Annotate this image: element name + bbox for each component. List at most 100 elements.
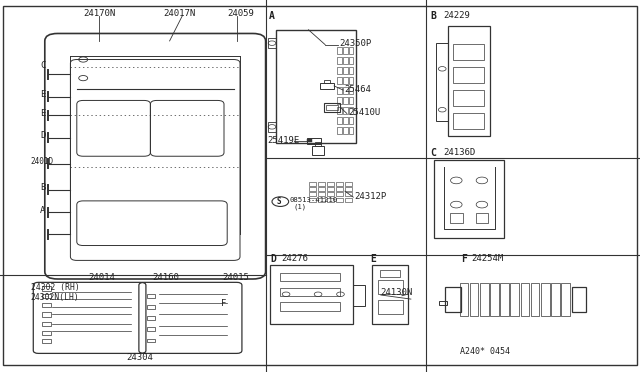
Bar	[380, 270, 400, 277]
Bar	[490, 283, 499, 316]
Bar	[434, 160, 504, 238]
Bar	[453, 44, 484, 60]
Bar	[349, 77, 353, 84]
Bar	[531, 283, 540, 316]
Bar	[318, 182, 325, 186]
Bar	[42, 286, 51, 291]
Bar	[343, 67, 348, 74]
Bar	[439, 301, 447, 305]
Bar	[147, 294, 155, 298]
Bar	[349, 107, 353, 114]
Bar	[378, 300, 403, 314]
Bar	[336, 192, 343, 196]
Bar	[268, 38, 276, 48]
Bar	[42, 303, 51, 307]
Bar	[476, 213, 488, 223]
Bar	[345, 187, 352, 191]
Text: C: C	[430, 148, 436, 157]
Bar	[337, 87, 342, 94]
Bar	[343, 77, 348, 84]
Text: C: C	[40, 61, 45, 70]
Bar	[320, 83, 334, 89]
Bar	[324, 80, 330, 83]
Bar	[276, 30, 356, 143]
Text: 24014: 24014	[88, 273, 115, 282]
Bar	[349, 57, 353, 64]
Bar	[147, 327, 155, 331]
Bar	[42, 331, 51, 335]
Text: S: S	[276, 197, 281, 206]
Bar	[343, 107, 348, 114]
Bar	[324, 103, 340, 112]
Text: 2401D: 2401D	[31, 157, 54, 166]
Bar	[307, 139, 312, 142]
Bar	[270, 265, 353, 324]
Text: 24254M: 24254M	[471, 254, 503, 263]
Text: 24130N: 24130N	[381, 288, 413, 296]
Bar	[42, 339, 51, 343]
Bar	[337, 97, 342, 104]
Bar	[337, 57, 342, 64]
Text: 24136D: 24136D	[443, 148, 475, 157]
Text: 24312P: 24312P	[355, 192, 387, 201]
Bar	[349, 87, 353, 94]
Bar	[318, 198, 325, 202]
Bar	[349, 47, 353, 54]
Bar	[42, 322, 51, 326]
Text: 24160: 24160	[152, 273, 179, 282]
Bar	[309, 187, 316, 191]
Text: F: F	[461, 254, 467, 263]
Bar	[147, 339, 155, 342]
Bar	[349, 127, 353, 134]
Text: 25410U: 25410U	[348, 108, 380, 117]
Bar	[343, 57, 348, 64]
Bar	[500, 283, 509, 316]
Bar	[343, 127, 348, 134]
Bar	[520, 283, 529, 316]
Bar	[561, 283, 570, 316]
Bar	[318, 187, 325, 191]
Bar	[312, 146, 324, 155]
Bar	[480, 283, 488, 316]
Text: 24302N(LH): 24302N(LH)	[31, 293, 79, 302]
Text: D: D	[270, 254, 276, 263]
Bar	[337, 67, 342, 74]
Text: B: B	[40, 183, 45, 192]
Bar	[345, 198, 352, 202]
Bar	[453, 90, 484, 106]
Bar	[327, 187, 334, 191]
Bar	[309, 198, 316, 202]
Text: F: F	[221, 299, 226, 308]
Bar	[353, 285, 365, 306]
Text: A240* 0454: A240* 0454	[460, 347, 509, 356]
Text: 24059: 24059	[227, 9, 254, 17]
Text: (1): (1)	[294, 203, 307, 210]
Text: 24302 (RH): 24302 (RH)	[31, 283, 79, 292]
Text: D: D	[40, 131, 45, 140]
Bar	[336, 187, 343, 191]
Bar	[343, 117, 348, 124]
Bar	[378, 280, 403, 294]
Bar	[343, 47, 348, 54]
Bar	[42, 294, 51, 298]
Bar	[315, 142, 321, 146]
Text: 24229: 24229	[443, 11, 470, 20]
Bar	[445, 287, 461, 312]
Bar	[326, 105, 338, 110]
Text: 24170N: 24170N	[83, 9, 115, 17]
Bar	[280, 302, 340, 311]
Text: E: E	[40, 109, 45, 118]
Bar	[541, 283, 550, 316]
Bar	[327, 192, 334, 196]
Text: A: A	[269, 11, 275, 20]
Text: B: B	[430, 11, 436, 20]
Bar	[453, 67, 484, 83]
Bar	[453, 113, 484, 129]
Bar	[337, 47, 342, 54]
Bar	[336, 182, 343, 186]
Text: 24350P: 24350P	[339, 39, 371, 48]
Bar	[42, 312, 51, 317]
Bar	[147, 305, 155, 309]
Text: 24276: 24276	[282, 254, 308, 263]
Bar	[343, 97, 348, 104]
